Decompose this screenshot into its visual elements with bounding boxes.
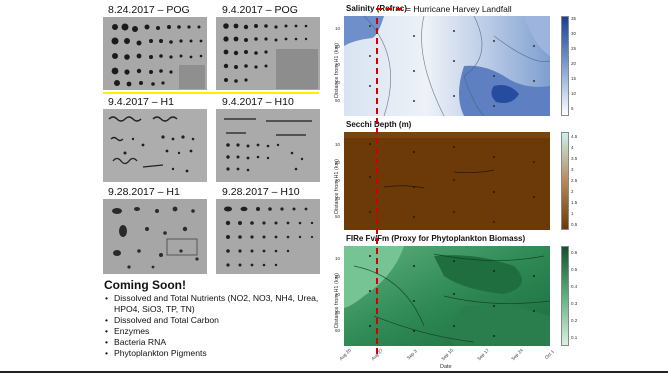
xtick: Sep 10: [440, 347, 454, 362]
ytick: 30: [335, 62, 341, 67]
ytick: 50: [335, 214, 341, 219]
caption-3: 9.4.2017 – H1: [108, 96, 174, 108]
cbar-tick: 4: [571, 145, 574, 150]
list-item: Bacteria RNA: [104, 337, 319, 348]
ytick: 40: [335, 310, 341, 315]
highlight-divider: [103, 92, 319, 94]
xtick: Oct 1: [543, 348, 555, 361]
caption-1: 8.24.2017 – POG: [108, 4, 190, 16]
cbar-tick: 30: [571, 31, 577, 36]
secchi-title: Secchi Depth (m): [346, 120, 412, 129]
cbar-tick: 0.6: [571, 250, 578, 255]
fvfm-contour-plot: [344, 246, 551, 346]
cbar-tick: 3: [571, 167, 574, 172]
xtick: Sep 17: [476, 347, 490, 362]
cbar-tick: 1: [571, 211, 574, 216]
slide-divider: [0, 371, 668, 373]
cbar-tick: 0.3: [571, 301, 578, 306]
ytick: 10: [335, 26, 341, 31]
fvfm-title: FIRe Fv/Fm (Proxy for Phytoplankton Biom…: [346, 234, 526, 243]
salinity-colorbar: [561, 16, 569, 116]
hurricane-legend: = Hurricane Harvey Landfall: [376, 4, 512, 14]
cbar-tick: 20: [571, 61, 577, 66]
coming-soon-heading: Coming Soon!: [104, 278, 186, 292]
list-item: Enzymes: [104, 326, 319, 337]
xtick: Aug 20: [338, 347, 352, 362]
ytick: 20: [335, 274, 341, 279]
salinity-contour-plot: [344, 15, 551, 117]
secchi-colorbar: [561, 132, 569, 230]
sample-photo-3: [103, 109, 207, 182]
cbar-tick: 35: [571, 16, 577, 21]
cbar-tick: 3.5: [571, 156, 578, 161]
list-item: Phytoplankton Pigments: [104, 348, 319, 359]
list-item: Dissolved and Total Carbon: [104, 315, 319, 326]
caption-6: 9.28.2017 – H10: [222, 186, 300, 198]
ytick: 30: [335, 178, 341, 183]
cbar-tick: 0.1: [571, 335, 578, 340]
cbar-tick: 2: [571, 189, 574, 194]
cbar-tick: 0.5: [571, 222, 578, 227]
sample-photo-4: [216, 109, 320, 182]
cbar-tick: 5: [571, 106, 574, 111]
ytick: 20: [335, 44, 341, 49]
cbar-tick: 25: [571, 46, 577, 51]
sample-photo-2: [216, 17, 320, 90]
cbar-tick: 15: [571, 76, 577, 81]
coming-soon-list: Dissolved and Total Nutrients (NO2, NO3,…: [104, 293, 319, 360]
caption-5: 9.28.2017 – H1: [108, 186, 180, 198]
xtick: Sep 24: [510, 347, 524, 362]
ytick: 10: [335, 256, 341, 261]
sample-photo-5: [103, 199, 207, 274]
sample-photo-6: [216, 199, 320, 274]
hurricane-landfall-line: [376, 18, 378, 354]
ytick: 30: [335, 292, 341, 297]
caption-2: 9.4.2017 – POG: [222, 4, 298, 16]
ytick: 40: [335, 80, 341, 85]
ytick: 50: [335, 328, 341, 333]
fvfm-colorbar: [561, 246, 569, 346]
ytick: 20: [335, 160, 341, 165]
list-item: Dissolved and Total Nutrients (NO2, NO3,…: [104, 293, 319, 315]
sample-photo-1: [103, 17, 207, 90]
cbar-tick: 0.2: [571, 318, 578, 323]
cbar-tick: 4.5: [571, 134, 578, 139]
ytick: 10: [335, 142, 341, 147]
legend-label: = Hurricane Harvey Landfall: [406, 4, 512, 14]
ytick: 40: [335, 196, 341, 201]
x-axis-label: Date: [440, 364, 452, 370]
ytick: 50: [335, 98, 341, 103]
cbar-tick: 0.4: [571, 284, 578, 289]
xtick: Sep 3: [405, 348, 418, 361]
cbar-tick: 1.5: [571, 200, 578, 205]
cbar-tick: 2.5: [571, 178, 578, 183]
caption-4: 9.4.2017 – H10: [222, 96, 294, 108]
secchi-contour-plot: [344, 132, 550, 230]
cbar-tick: 0.5: [571, 267, 578, 272]
dashed-line-icon: [376, 8, 402, 10]
cbar-tick: 10: [571, 91, 577, 96]
